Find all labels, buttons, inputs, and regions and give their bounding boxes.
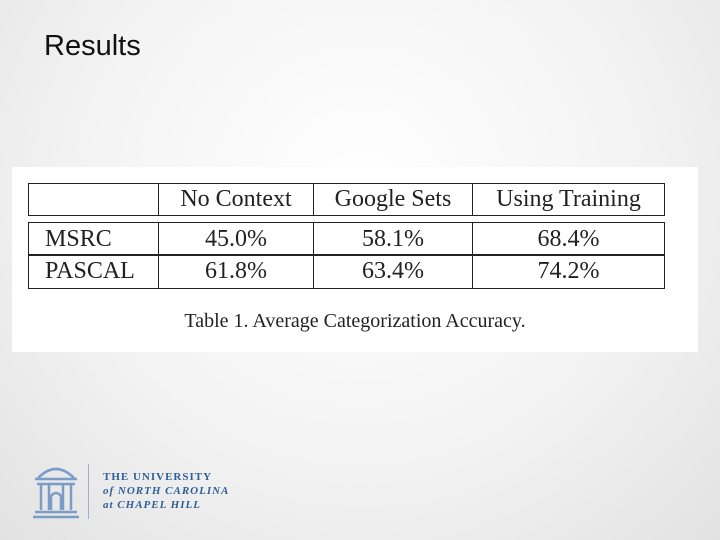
table-image: No Context Google Sets Using Training MS… xyxy=(12,167,698,352)
table-cell: 63.4% xyxy=(313,254,473,289)
logo-text: at CHAPEL HILL xyxy=(103,499,201,511)
row-label: MSRC xyxy=(28,222,159,256)
table-caption: Table 1. Average Categorization Accuracy… xyxy=(184,310,526,332)
table-cell: 74.2% xyxy=(472,254,665,289)
table-cell: 61.8% xyxy=(158,254,314,289)
logo-icon xyxy=(33,467,79,519)
row-label: PASCAL xyxy=(28,254,159,289)
logo-text: THE UNIVERSITY xyxy=(103,471,213,483)
column-header: No Context xyxy=(158,183,314,216)
column-header: Using Training xyxy=(472,183,665,216)
empty-cell xyxy=(28,183,159,216)
column-header: Google Sets xyxy=(313,183,473,216)
table-cell: 45.0% xyxy=(158,222,314,256)
table-cell: 68.4% xyxy=(472,222,665,256)
logo-text: of NORTH CAROLINA xyxy=(103,485,230,497)
slide-title: Results xyxy=(44,30,141,62)
table-cell: 58.1% xyxy=(313,222,473,256)
logo-divider xyxy=(88,464,89,519)
